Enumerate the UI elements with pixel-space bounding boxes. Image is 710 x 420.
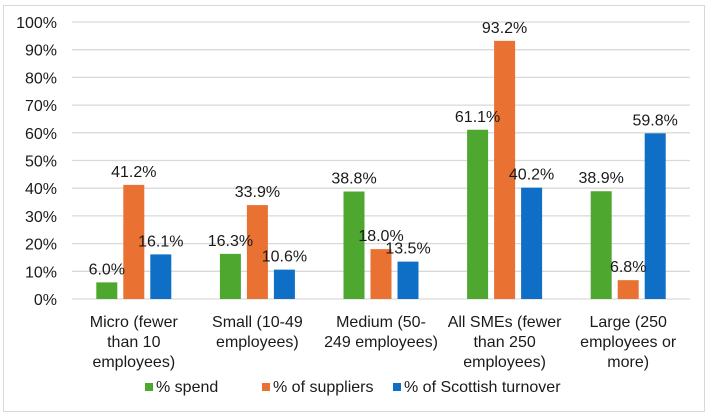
bar (370, 249, 392, 299)
gridlines (72, 21, 690, 300)
x-category-label: Small (10-49 employees) (212, 314, 303, 351)
legend-swatch (262, 383, 270, 391)
x-category-label: All SMEs (fewer than 250 employees) (448, 314, 562, 371)
legend-swatch (393, 383, 401, 391)
y-tick-label: 80% (25, 70, 57, 87)
legend-label: % of Scottish turnover (404, 379, 561, 396)
legend-label: % spend (156, 379, 218, 396)
bar (150, 254, 172, 299)
bar (273, 269, 295, 299)
y-tick-label: 30% (25, 209, 57, 226)
bar (246, 205, 268, 299)
data-label: 41.2% (111, 164, 156, 181)
data-label: 16.1% (138, 233, 183, 250)
y-tick-label: 10% (25, 264, 57, 281)
data-label: 10.6% (262, 249, 307, 266)
x-category-line: Micro (fewer (90, 314, 179, 331)
bar (590, 191, 612, 299)
x-category-line: All SMEs (fewer (448, 314, 562, 331)
bars (96, 40, 666, 299)
bar (644, 133, 666, 299)
bar (467, 129, 489, 299)
y-tick-label: 60% (25, 126, 57, 143)
bar (343, 191, 365, 299)
x-category-line: employees) (216, 334, 299, 351)
x-category-line: 249 employees) (324, 334, 438, 351)
y-tick-label: 0% (34, 292, 57, 309)
x-axis-categories: Micro (fewer than 10 employees)Small (10-4… (90, 314, 677, 371)
bar (521, 187, 543, 299)
bar (219, 253, 241, 299)
data-label: 38.9% (579, 170, 624, 187)
x-category-line: Medium (50- (336, 314, 426, 331)
x-category-line: Small (10-49 (212, 314, 303, 331)
legend-swatch (145, 383, 153, 391)
data-label: 16.3% (208, 233, 253, 250)
bar (494, 40, 516, 299)
x-category-line: Large (250 (590, 314, 667, 331)
data-label: 18.0% (358, 228, 403, 245)
x-category-line: employees or (580, 334, 677, 351)
bar (617, 280, 639, 299)
y-tick-label: 90% (25, 43, 57, 60)
data-label: 38.8% (331, 171, 376, 188)
data-labels: 6.0% 16.3% 38.8% 61.1% 38.9% 41.2% 33.9% 18.0% 9… (89, 20, 678, 279)
x-category-label: Medium (50- 249 employees) (324, 314, 438, 351)
y-tick-label: 50% (25, 154, 57, 171)
data-label: 61.1% (455, 109, 500, 126)
x-category-line: more) (607, 354, 649, 371)
y-tick-label: 40% (25, 181, 57, 198)
legend-label: % of suppliers (273, 379, 374, 396)
bar (96, 282, 118, 299)
x-category-line: than 10 (107, 334, 160, 351)
data-label: 93.2% (482, 20, 527, 37)
x-category-line: employees) (92, 354, 175, 371)
legend: % spend % of suppliers % of Scottish turno… (145, 379, 561, 396)
x-category-line: than 250 (473, 334, 535, 351)
data-label: 40.2% (509, 167, 554, 184)
data-label: 6.0% (89, 261, 125, 278)
x-category-line: employees) (463, 354, 546, 371)
y-tick-label: 70% (25, 98, 57, 115)
y-tick-label: 20% (25, 237, 57, 254)
bar (397, 261, 419, 299)
data-label: 6.8% (610, 259, 646, 276)
x-category-label: Large (250 employees or more) (580, 314, 677, 371)
y-tick-label: 100% (16, 15, 57, 32)
y-axis-ticks: 0% 10% 20% 30% 40% 50% 60% 70% 80% 90% 100% (16, 15, 57, 309)
bar (123, 184, 145, 299)
data-label: 13.5% (385, 241, 430, 258)
data-label: 59.8% (633, 112, 678, 129)
x-category-label: Micro (fewer than 10 employees) (90, 314, 179, 371)
data-label: 33.9% (235, 184, 280, 201)
